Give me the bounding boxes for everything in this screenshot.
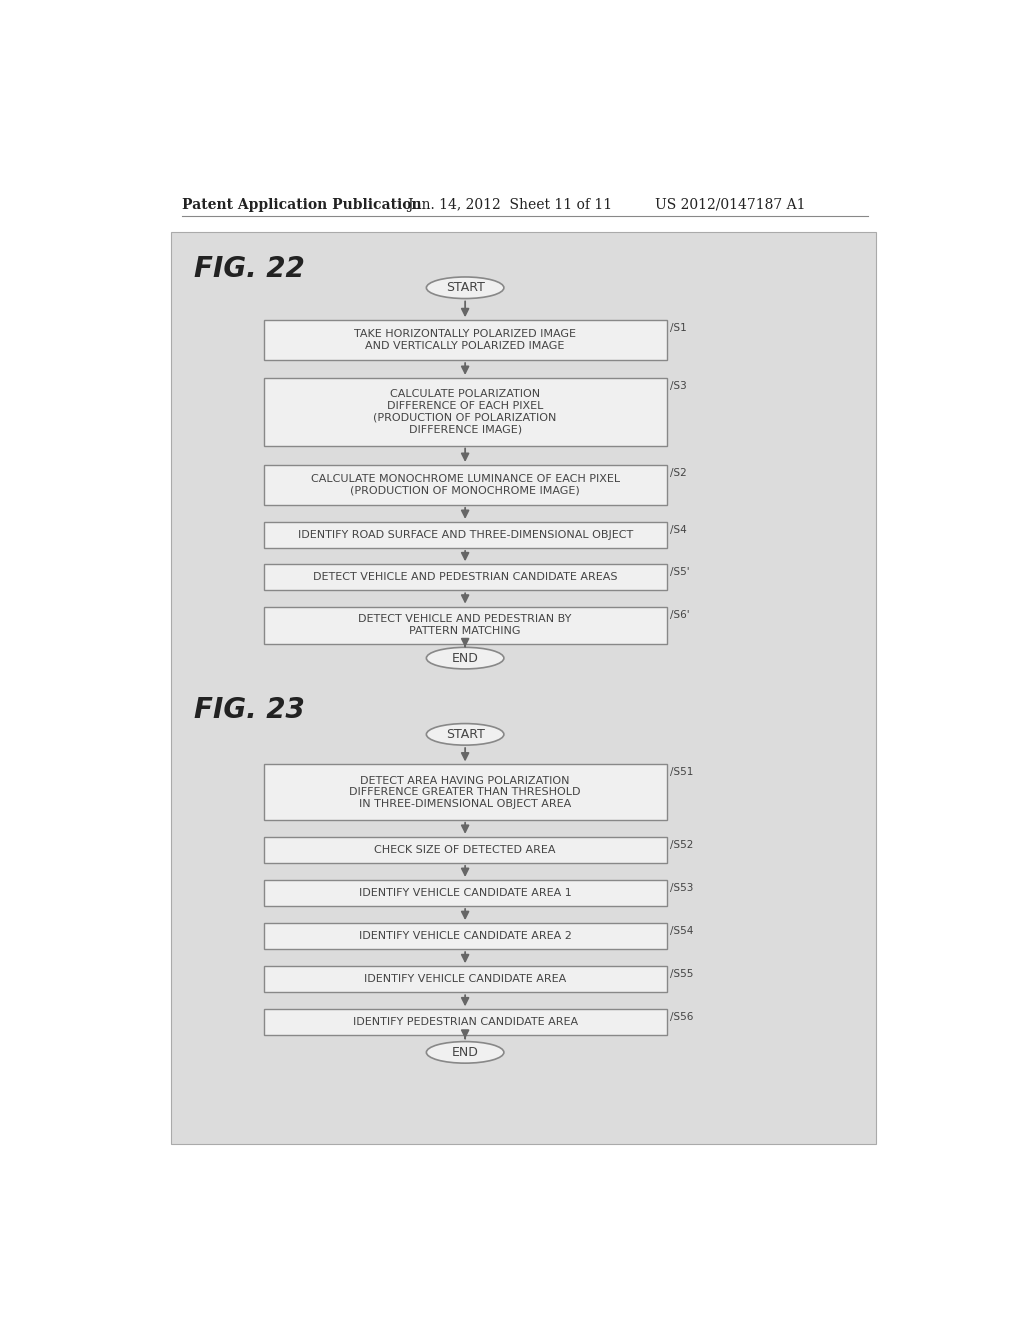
Ellipse shape	[426, 277, 504, 298]
Text: TAKE HORIZONTALLY POLARIZED IMAGE
AND VERTICALLY POLARIZED IMAGE: TAKE HORIZONTALLY POLARIZED IMAGE AND VE…	[354, 329, 577, 351]
Text: /S53: /S53	[670, 883, 693, 892]
FancyBboxPatch shape	[263, 321, 667, 360]
Text: IDENTIFY VEHICLE CANDIDATE AREA: IDENTIFY VEHICLE CANDIDATE AREA	[364, 974, 566, 985]
Text: END: END	[452, 1045, 478, 1059]
Text: /S3: /S3	[670, 381, 686, 391]
Text: Jun. 14, 2012  Sheet 11 of 11: Jun. 14, 2012 Sheet 11 of 11	[407, 198, 612, 211]
FancyBboxPatch shape	[263, 837, 667, 863]
FancyBboxPatch shape	[263, 764, 667, 820]
FancyBboxPatch shape	[263, 465, 667, 506]
Text: /S56: /S56	[670, 1012, 693, 1022]
Text: END: END	[452, 652, 478, 665]
Text: Patent Application Publication: Patent Application Publication	[182, 198, 422, 211]
FancyBboxPatch shape	[263, 923, 667, 949]
Ellipse shape	[426, 647, 504, 669]
Text: FIG. 23: FIG. 23	[194, 696, 304, 723]
Text: CALCULATE MONOCHROME LUMINANCE OF EACH PIXEL
(PRODUCTION OF MONOCHROME IMAGE): CALCULATE MONOCHROME LUMINANCE OF EACH P…	[310, 474, 620, 496]
Text: CALCULATE POLARIZATION
DIFFERENCE OF EACH PIXEL
(PRODUCTION OF POLARIZATION
DIFF: CALCULATE POLARIZATION DIFFERENCE OF EAC…	[374, 389, 557, 434]
Text: /S6': /S6'	[670, 610, 689, 619]
Text: /S52: /S52	[670, 840, 693, 850]
Text: /S55: /S55	[670, 969, 693, 979]
FancyBboxPatch shape	[263, 521, 667, 548]
Text: /S4: /S4	[670, 525, 686, 535]
Text: IDENTIFY ROAD SURFACE AND THREE-DIMENSIONAL OBJECT: IDENTIFY ROAD SURFACE AND THREE-DIMENSIO…	[298, 529, 633, 540]
Text: /S1: /S1	[670, 323, 686, 333]
Text: /S54: /S54	[670, 927, 693, 936]
Text: START: START	[445, 281, 484, 294]
Text: /S51: /S51	[670, 767, 693, 777]
Text: DETECT VEHICLE AND PEDESTRIAN BY
PATTERN MATCHING: DETECT VEHICLE AND PEDESTRIAN BY PATTERN…	[358, 614, 571, 636]
FancyBboxPatch shape	[171, 231, 876, 1144]
Text: IDENTIFY VEHICLE CANDIDATE AREA 2: IDENTIFY VEHICLE CANDIDATE AREA 2	[358, 931, 571, 941]
Text: FIG. 22: FIG. 22	[194, 255, 304, 282]
FancyBboxPatch shape	[263, 1010, 667, 1035]
Ellipse shape	[426, 1041, 504, 1063]
Text: DETECT AREA HAVING POLARIZATION
DIFFERENCE GREATER THAN THRESHOLD
IN THREE-DIMEN: DETECT AREA HAVING POLARIZATION DIFFEREN…	[349, 776, 581, 809]
Text: /S5': /S5'	[670, 568, 689, 577]
FancyBboxPatch shape	[263, 564, 667, 590]
FancyBboxPatch shape	[263, 378, 667, 446]
FancyBboxPatch shape	[263, 607, 667, 644]
FancyBboxPatch shape	[263, 966, 667, 993]
Text: CHECK SIZE OF DETECTED AREA: CHECK SIZE OF DETECTED AREA	[375, 845, 556, 855]
Text: DETECT VEHICLE AND PEDESTRIAN CANDIDATE AREAS: DETECT VEHICLE AND PEDESTRIAN CANDIDATE …	[313, 573, 617, 582]
FancyBboxPatch shape	[263, 880, 667, 906]
Text: /S2: /S2	[670, 469, 686, 478]
Ellipse shape	[426, 723, 504, 744]
Text: IDENTIFY PEDESTRIAN CANDIDATE AREA: IDENTIFY PEDESTRIAN CANDIDATE AREA	[352, 1018, 578, 1027]
Text: START: START	[445, 727, 484, 741]
Text: IDENTIFY VEHICLE CANDIDATE AREA 1: IDENTIFY VEHICLE CANDIDATE AREA 1	[358, 888, 571, 898]
Text: US 2012/0147187 A1: US 2012/0147187 A1	[655, 198, 806, 211]
